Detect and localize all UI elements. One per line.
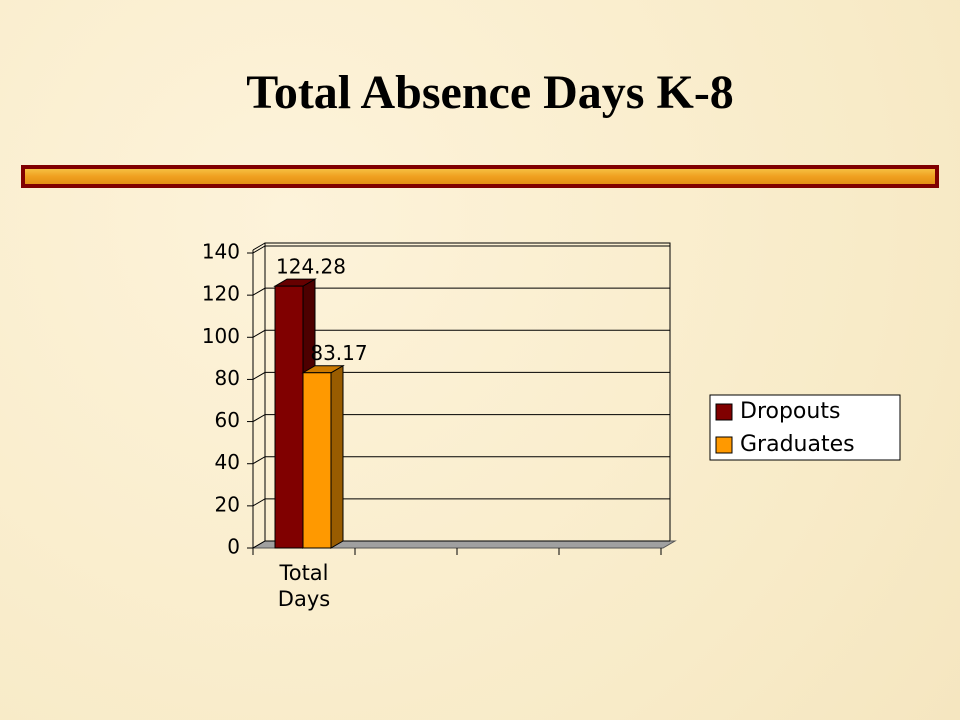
grid-line [252,498,670,507]
y-tick-label: 40 [215,450,240,474]
bar [274,285,304,549]
grid-line [252,371,670,380]
legend-label: Dropouts [740,399,840,424]
y-tick-label: 100 [202,324,240,348]
y-tick-label: 140 [202,240,240,264]
grid-line [252,456,670,465]
value-label: 124.28 [276,255,346,279]
x-tick-label: Total Days [277,561,331,611]
grid-line [252,540,670,549]
legend-swatch [715,436,733,454]
grid-line [252,329,670,338]
grid-line [252,245,670,254]
side-edge [252,242,266,251]
value-label: 83.17 [310,341,367,365]
title-rule [21,165,939,188]
y-tick-label: 80 [215,366,240,390]
legend-swatch [715,403,733,421]
y-tick-label: 120 [202,282,240,306]
bar-side [330,364,344,549]
grid-line [252,287,670,296]
grid-line [252,414,670,423]
y-tick-label: 0 [227,535,240,559]
legend-label: Graduates [740,432,855,457]
bar [302,372,332,549]
chart-title: Total Absence Days K-8 [246,66,734,119]
y-tick-label: 60 [215,408,240,432]
legend-box [709,394,901,461]
y-tick-label: 20 [215,492,240,516]
